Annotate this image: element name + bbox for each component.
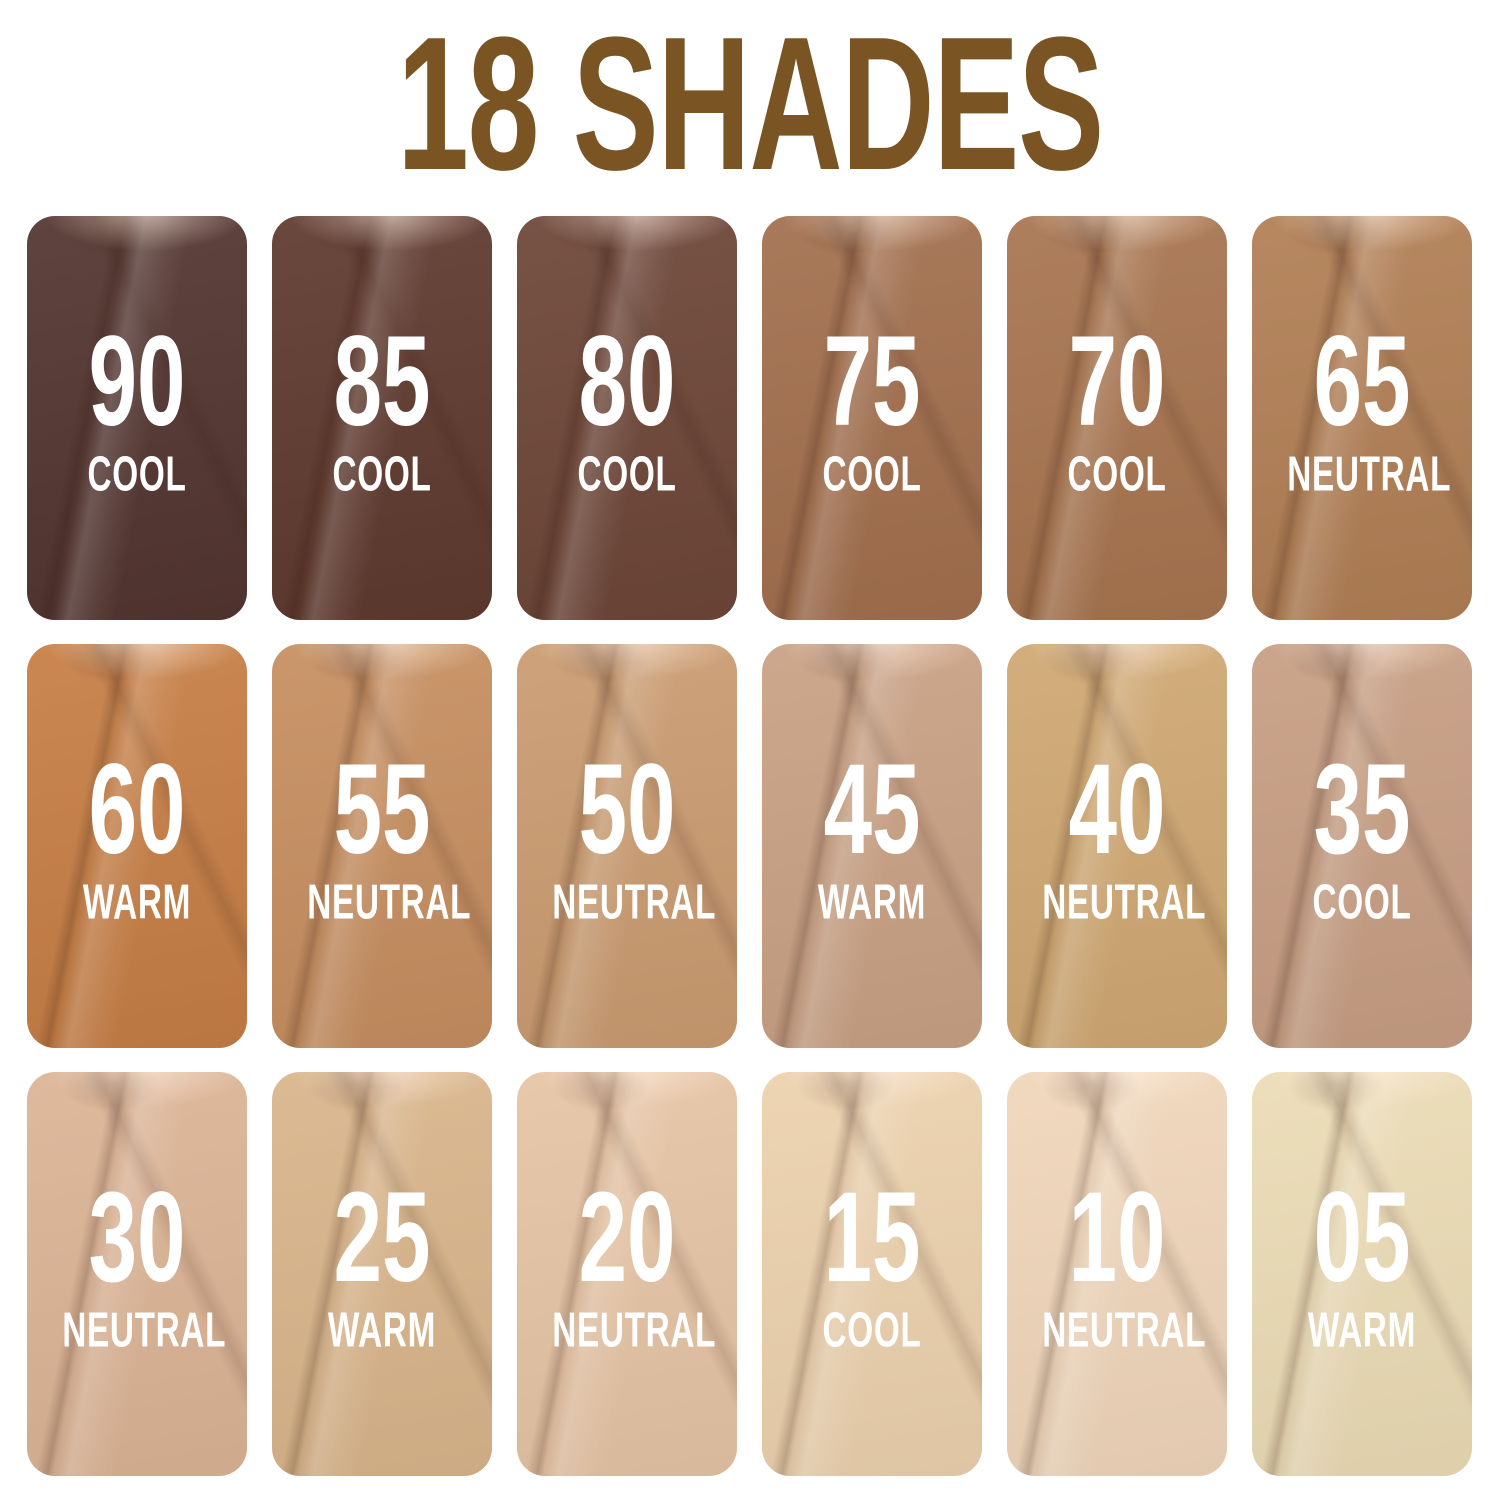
shade-swatch: 70 COOL: [1007, 216, 1227, 620]
shade-undertone: COOL: [332, 447, 432, 502]
shade-swatch: 20 NEUTRAL: [517, 1072, 737, 1476]
cream-smear-texture: [272, 644, 492, 1048]
cream-smear-texture: [1007, 216, 1227, 620]
cream-smear-texture: [27, 216, 247, 620]
cream-smear-texture: [1007, 644, 1227, 1048]
shade-undertone: COOL: [1312, 875, 1412, 930]
shade-undertone: WARM: [327, 1303, 437, 1358]
shade-swatch: 55 NEUTRAL: [272, 644, 492, 1048]
shade-swatch: 30 NEUTRAL: [27, 1072, 247, 1476]
shade-undertone: NEUTRAL: [1287, 447, 1452, 502]
cream-smear-texture: [517, 1072, 737, 1476]
shade-number: 40: [1068, 737, 1166, 881]
cream-smear-texture: [517, 216, 737, 620]
shade-number: 15: [823, 1165, 921, 1309]
shade-swatch: 40 NEUTRAL: [1007, 644, 1227, 1048]
shade-number: 90: [88, 309, 186, 453]
shade-swatch: 80 COOL: [517, 216, 737, 620]
shade-number: 75: [823, 309, 921, 453]
shade-grid: 90 COOL 85 COOL 80 COOL 75 COOL 70 COOL …: [27, 216, 1473, 1476]
cream-smear-texture: [762, 644, 982, 1048]
shade-swatch: 45 WARM: [762, 644, 982, 1048]
shade-swatch: 35 COOL: [1252, 644, 1472, 1048]
cream-smear-texture: [27, 1072, 247, 1476]
shade-swatch: 50 NEUTRAL: [517, 644, 737, 1048]
shade-number: 50: [578, 737, 676, 881]
shade-undertone: NEUTRAL: [552, 1303, 717, 1358]
shade-number: 30: [88, 1165, 186, 1309]
shade-undertone: COOL: [822, 1303, 922, 1358]
shade-number: 65: [1313, 309, 1411, 453]
shade-number: 70: [1068, 309, 1166, 453]
shade-undertone: NEUTRAL: [1042, 1303, 1207, 1358]
cream-smear-texture: [1252, 644, 1472, 1048]
shade-number: 80: [578, 309, 676, 453]
shade-swatch: 75 COOL: [762, 216, 982, 620]
cream-smear-texture: [27, 644, 247, 1048]
shade-undertone: NEUTRAL: [307, 875, 472, 930]
title-container: 18 SHADES: [0, 9, 1500, 199]
cream-smear-texture: [762, 216, 982, 620]
shade-undertone: NEUTRAL: [62, 1303, 227, 1358]
shade-swatch: 85 COOL: [272, 216, 492, 620]
shade-undertone: COOL: [87, 447, 187, 502]
cream-smear-texture: [1252, 216, 1472, 620]
shade-swatch: 25 WARM: [272, 1072, 492, 1476]
shade-undertone: WARM: [82, 875, 192, 930]
shade-number: 85: [333, 309, 431, 453]
shade-number: 10: [1068, 1165, 1166, 1309]
shade-undertone: COOL: [1067, 447, 1167, 502]
shade-undertone: WARM: [817, 875, 927, 930]
shade-number: 35: [1313, 737, 1411, 881]
cream-smear-texture: [1252, 1072, 1472, 1476]
page-title: 18 SHADES: [397, 0, 1104, 210]
shade-number: 60: [88, 737, 186, 881]
shade-undertone: WARM: [1307, 1303, 1417, 1358]
shade-number: 45: [823, 737, 921, 881]
cream-smear-texture: [517, 644, 737, 1048]
shade-swatch: 60 WARM: [27, 644, 247, 1048]
shade-swatch: 90 COOL: [27, 216, 247, 620]
shade-swatch: 05 WARM: [1252, 1072, 1472, 1476]
shade-number: 05: [1313, 1165, 1411, 1309]
cream-smear-texture: [272, 216, 492, 620]
shade-number: 25: [333, 1165, 431, 1309]
shade-number: 20: [578, 1165, 676, 1309]
cream-smear-texture: [1007, 1072, 1227, 1476]
shade-undertone: NEUTRAL: [552, 875, 717, 930]
cream-smear-texture: [272, 1072, 492, 1476]
shade-number: 55: [333, 737, 431, 881]
shade-swatch: 65 NEUTRAL: [1252, 216, 1472, 620]
shade-swatch: 15 COOL: [762, 1072, 982, 1476]
cream-smear-texture: [762, 1072, 982, 1476]
shade-swatch: 10 NEUTRAL: [1007, 1072, 1227, 1476]
shade-undertone: COOL: [577, 447, 677, 502]
shade-undertone: NEUTRAL: [1042, 875, 1207, 930]
shade-undertone: COOL: [822, 447, 922, 502]
